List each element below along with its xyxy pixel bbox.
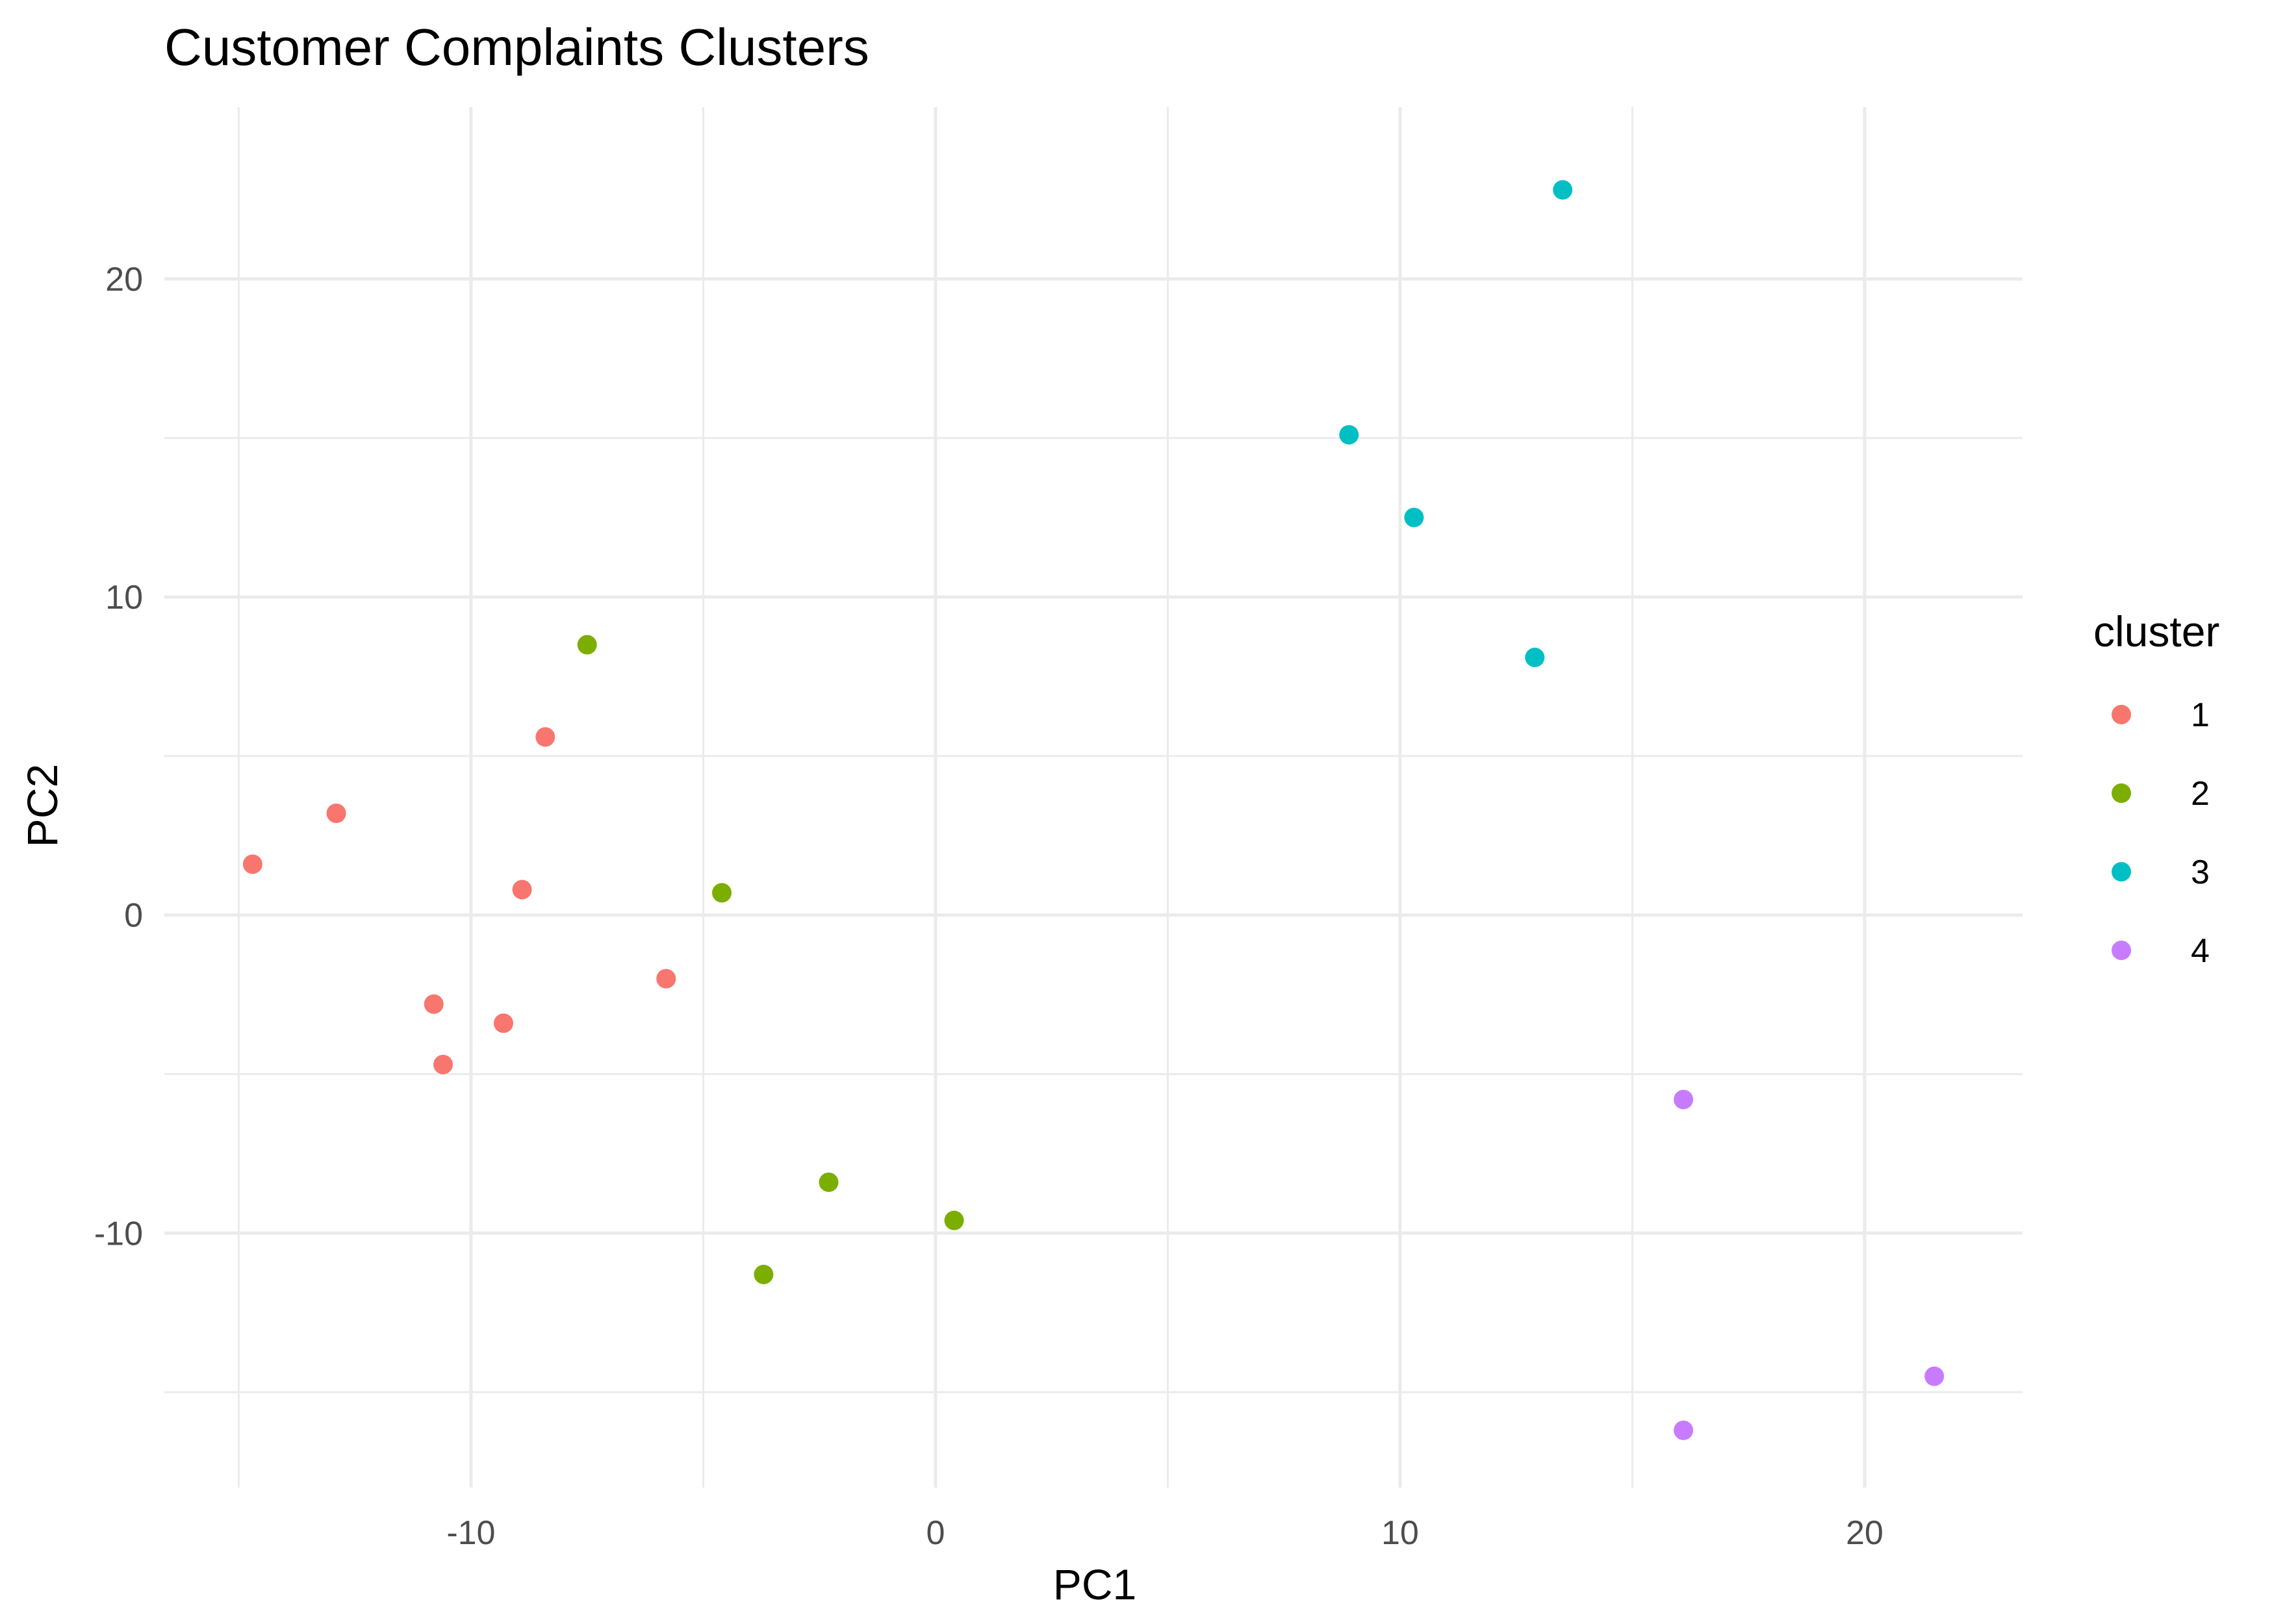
data-point-cluster-1 [433, 1054, 453, 1074]
data-point-cluster-2 [944, 1210, 964, 1230]
y-tick-label: 0 [124, 897, 143, 935]
data-point-cluster-4 [1674, 1420, 1694, 1440]
legend-label-1: 1 [2191, 696, 2210, 734]
legend-key-3 [2112, 862, 2131, 882]
x-tick-label: -10 [446, 1514, 495, 1552]
y-tick-label: -10 [94, 1215, 143, 1252]
data-point-cluster-2 [819, 1172, 839, 1192]
legend-label-2: 2 [2191, 775, 2210, 813]
x-tick-label: 10 [1381, 1514, 1419, 1552]
data-point-cluster-3 [1553, 180, 1573, 200]
legend-key-2 [2112, 783, 2131, 803]
data-point-cluster-4 [1674, 1089, 1694, 1110]
data-points [242, 180, 1945, 1440]
y-axis-title: PC2 [18, 764, 66, 847]
legend-key-1 [2112, 705, 2131, 724]
data-point-cluster-1 [326, 803, 346, 823]
x-axis-title: PC1 [1053, 1560, 1136, 1608]
legend-label-4: 4 [2191, 932, 2210, 970]
data-point-cluster-2 [712, 883, 732, 903]
x-tick-label: 0 [926, 1514, 945, 1552]
data-point-cluster-1 [535, 727, 556, 747]
grid [164, 107, 2023, 1488]
tick-labels: -10 0 10 20 -10 0 10 20 [94, 260, 1884, 1552]
legend: cluster 1 2 3 4 [2093, 607, 2219, 970]
legend-label-3: 3 [2191, 854, 2210, 891]
data-point-cluster-3 [1404, 507, 1424, 527]
y-tick-label: 10 [105, 579, 143, 616]
data-point-cluster-1 [424, 994, 444, 1014]
legend-key-4 [2112, 941, 2131, 960]
legend-title: cluster [2093, 607, 2219, 655]
data-point-cluster-1 [242, 854, 262, 874]
x-tick-label: 20 [1846, 1514, 1884, 1552]
data-point-cluster-4 [1924, 1366, 1945, 1386]
data-point-cluster-3 [1525, 648, 1545, 668]
data-point-cluster-1 [656, 969, 676, 989]
chart-title: Customer Complaints Clusters [164, 18, 869, 76]
data-point-cluster-1 [493, 1013, 513, 1034]
data-point-cluster-1 [512, 880, 532, 900]
data-point-cluster-2 [754, 1264, 774, 1284]
data-point-cluster-2 [577, 635, 597, 655]
y-tick-label: 20 [105, 260, 143, 298]
data-point-cluster-3 [1339, 425, 1359, 445]
